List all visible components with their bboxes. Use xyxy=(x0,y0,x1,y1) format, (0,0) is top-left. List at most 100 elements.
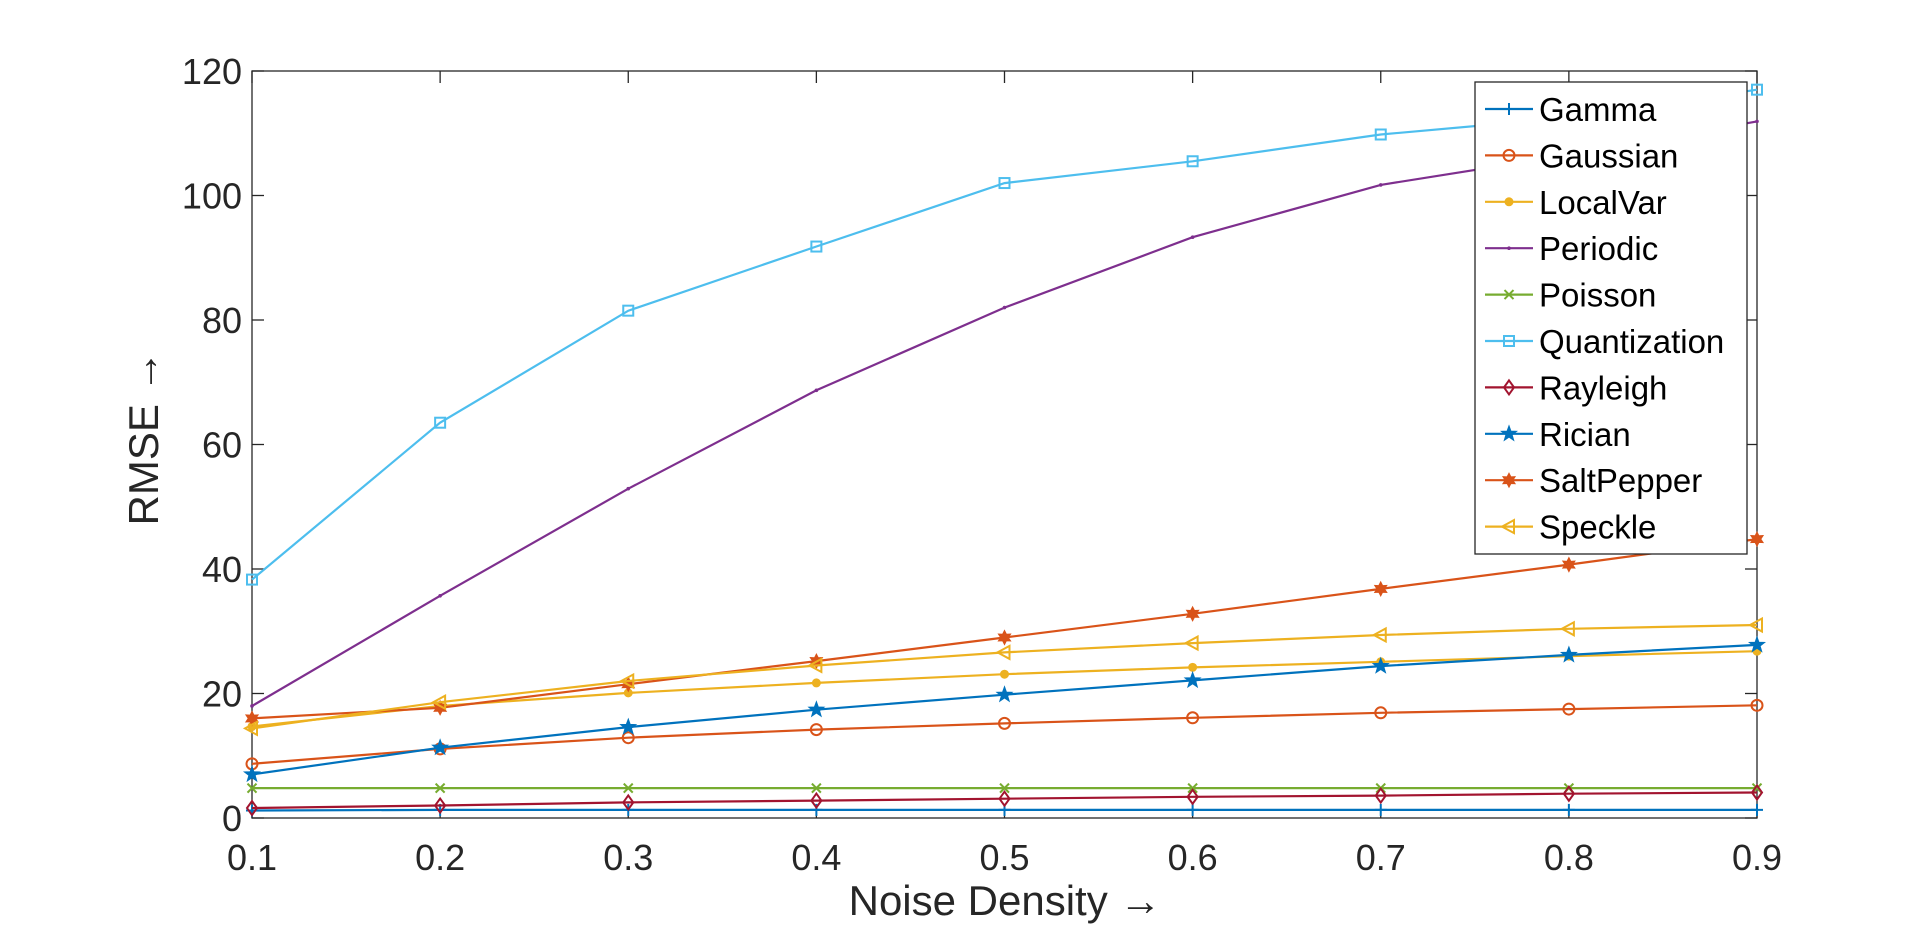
data-point xyxy=(1186,803,1199,816)
y-tick-label: 120 xyxy=(182,51,242,92)
data-point xyxy=(1559,620,1575,637)
data-point xyxy=(626,486,631,491)
data-point xyxy=(1748,635,1766,653)
data-point xyxy=(999,782,1010,794)
x-tick-label: 0.9 xyxy=(1732,837,1782,878)
series-rician xyxy=(242,635,1766,783)
x-tick-label: 0.2 xyxy=(415,837,465,878)
x-tick-label: 0.8 xyxy=(1544,837,1594,878)
data-point xyxy=(1187,782,1198,794)
data-point xyxy=(810,803,823,816)
data-point xyxy=(1185,605,1200,622)
data-point xyxy=(998,177,1011,190)
data-point xyxy=(811,782,822,794)
x-tick-label: 0.7 xyxy=(1356,837,1406,878)
y-tick-label: 40 xyxy=(202,549,242,590)
data-point xyxy=(438,593,442,598)
data-point xyxy=(1371,626,1387,644)
legend-item-gaussian: Gaussian xyxy=(1485,137,1678,174)
data-point xyxy=(1374,786,1387,805)
data-point xyxy=(998,789,1011,808)
data-point xyxy=(1747,616,1763,634)
axes: 0.1 0.2 0.3 0.4 0.5 0.6 0.7 0.8 0.9 0 20 40 60 80 100 1… xyxy=(182,51,1782,878)
legend-marker xyxy=(1503,103,1515,115)
data-point xyxy=(1750,698,1764,712)
x-tick-label: 0.6 xyxy=(1168,837,1218,878)
data-point xyxy=(1755,119,1759,124)
data-point xyxy=(431,694,447,711)
legend-label: LocalVar xyxy=(1539,184,1667,221)
data-point xyxy=(814,388,819,393)
data-point xyxy=(1000,669,1009,679)
legend-label: Poisson xyxy=(1539,277,1656,314)
legend: Gamma Gaussian LocalVar Periodic Poisson Quan… xyxy=(1474,81,1748,555)
series-gaussian xyxy=(245,698,1764,771)
legend-item-quantization: Quantization xyxy=(1485,323,1724,360)
legend-item-periodic: Periodic xyxy=(1485,230,1658,267)
y-tick-label: 0 xyxy=(222,798,242,839)
legend-label: Speckle xyxy=(1539,509,1656,546)
data-point xyxy=(246,573,258,586)
legend-label: Periodic xyxy=(1539,230,1658,267)
data-point xyxy=(433,796,447,815)
data-point xyxy=(807,657,823,674)
legend-marker xyxy=(1502,378,1516,397)
data-point xyxy=(1002,305,1007,310)
data-point xyxy=(250,704,254,708)
data-point xyxy=(1373,580,1388,597)
data-point xyxy=(1183,670,1202,689)
data-point xyxy=(1751,83,1763,96)
data-point xyxy=(995,644,1011,661)
data-point xyxy=(1371,656,1390,674)
legend-label: Quantization xyxy=(1539,323,1724,360)
series-line xyxy=(251,623,1758,730)
y-axis-label: RMSE → xyxy=(120,350,167,525)
legend-item-gamma: Gamma xyxy=(1485,91,1657,128)
data-point xyxy=(1561,556,1576,573)
legend-marker xyxy=(1502,148,1516,162)
data-point xyxy=(1562,785,1576,803)
x-tick-label: 0.5 xyxy=(979,837,1029,878)
data-point xyxy=(1188,662,1198,672)
data-point xyxy=(1183,634,1199,652)
legend-marker xyxy=(1507,246,1511,250)
y-tick-label: 60 xyxy=(202,425,242,466)
data-point xyxy=(811,678,821,688)
legend-label: SaltPepper xyxy=(1539,462,1702,499)
data-point xyxy=(1186,155,1199,168)
data-point xyxy=(1374,128,1387,141)
legend-marker xyxy=(1500,424,1518,442)
legend-label: Gaussian xyxy=(1539,137,1678,174)
data-point xyxy=(1751,803,1763,816)
data-point xyxy=(1378,183,1383,187)
series-speckle xyxy=(242,616,1763,737)
legend-marker xyxy=(1503,335,1515,347)
series-line xyxy=(251,704,1758,765)
y-tick-label: 100 xyxy=(182,176,242,217)
data-point xyxy=(1750,783,1764,802)
legend-box xyxy=(1474,81,1748,555)
legend-item-poisson: Poisson xyxy=(1485,277,1656,314)
data-point xyxy=(997,629,1012,646)
legend-label: Rayleigh xyxy=(1539,369,1667,406)
data-point xyxy=(809,723,823,737)
x-tick-label: 0.4 xyxy=(791,837,841,878)
data-point xyxy=(998,716,1011,730)
legend-label: Rician xyxy=(1539,416,1631,453)
x-tick-label: 0.3 xyxy=(603,837,653,878)
legend-item-speckle: Speckle xyxy=(1485,509,1656,546)
data-point xyxy=(1562,803,1575,816)
data-point xyxy=(246,782,258,794)
legend-label: Gamma xyxy=(1539,91,1657,128)
data-point xyxy=(1374,803,1387,816)
data-point xyxy=(1559,645,1578,663)
data-point xyxy=(1749,531,1765,548)
legend-item-rayleigh: Rayleigh xyxy=(1485,369,1667,406)
data-point xyxy=(1190,235,1195,240)
data-point xyxy=(810,791,823,810)
data-point xyxy=(431,738,450,756)
data-point xyxy=(621,731,635,745)
legend-marker xyxy=(1501,472,1517,489)
data-point xyxy=(434,416,447,429)
data-point xyxy=(1186,711,1200,725)
